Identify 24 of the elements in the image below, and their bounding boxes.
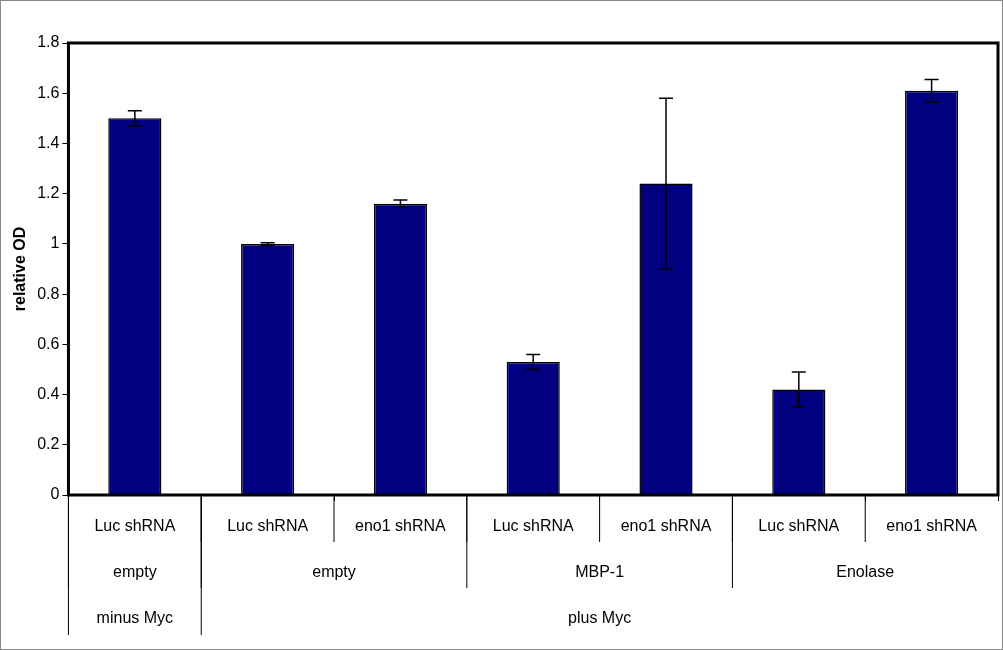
- text: Enolase: [836, 563, 895, 581]
- x-tick-label: eno1 shRNA: [620, 517, 712, 535]
- text: empty: [113, 563, 157, 581]
- y-tick-label: 1.8: [37, 33, 60, 51]
- text: minus Myc: [96, 609, 174, 627]
- x-tick-label: Luc shRNA: [758, 517, 840, 535]
- text: plus Myc: [568, 609, 632, 627]
- y-tick-label: 1: [50, 234, 60, 252]
- y-axis-title: relative OD: [11, 226, 29, 312]
- y-tick-label: 0: [50, 485, 60, 503]
- text: MBP-1: [575, 563, 625, 581]
- y-tick-label: 1.2: [37, 184, 60, 202]
- text: empty: [312, 563, 356, 581]
- x-tick-label: Luc shRNA: [94, 517, 176, 535]
- x-tick-label: Luc shRNA: [492, 517, 575, 535]
- y-tick-label: 1.4: [37, 133, 60, 151]
- x-tick-label: eno1 shRNA: [355, 517, 447, 535]
- y-tick-label: 0.4: [37, 384, 60, 402]
- x-tick-label: Luc shRNA: [227, 517, 309, 535]
- y-tick-label: 0.2: [37, 435, 60, 453]
- y-tick-label: 0.6: [37, 334, 60, 352]
- x-tick-label: eno1 shRNA: [886, 517, 978, 535]
- y-tick-label: 1.6: [37, 83, 60, 101]
- y-tick-label: 0.8: [37, 284, 60, 302]
